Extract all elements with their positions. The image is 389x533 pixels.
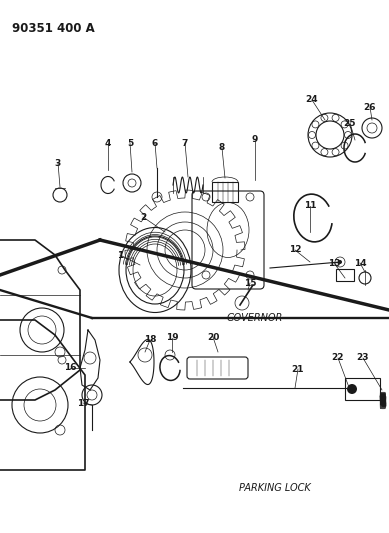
Text: 15: 15 bbox=[244, 279, 256, 287]
Text: 6: 6 bbox=[152, 139, 158, 148]
Text: 21: 21 bbox=[292, 365, 304, 374]
Bar bbox=[345, 378, 380, 400]
Text: GOVERNOR: GOVERNOR bbox=[227, 313, 283, 323]
Text: 25: 25 bbox=[344, 118, 356, 127]
Circle shape bbox=[338, 260, 342, 264]
Text: 4: 4 bbox=[105, 139, 111, 148]
Text: 90351 400 A: 90351 400 A bbox=[12, 22, 95, 35]
Text: 3: 3 bbox=[55, 158, 61, 167]
Text: 2: 2 bbox=[140, 213, 146, 222]
Text: 24: 24 bbox=[306, 95, 318, 104]
Circle shape bbox=[347, 384, 357, 394]
Text: 9: 9 bbox=[252, 135, 258, 144]
Text: 8: 8 bbox=[219, 143, 225, 152]
Bar bbox=[336, 269, 354, 281]
Text: 7: 7 bbox=[182, 139, 188, 148]
Text: 26: 26 bbox=[364, 102, 376, 111]
Bar bbox=[212, 182, 238, 202]
Text: 1: 1 bbox=[117, 251, 123, 260]
Text: PARKING LOCK: PARKING LOCK bbox=[239, 483, 311, 493]
Text: 13: 13 bbox=[328, 259, 340, 268]
Text: 14: 14 bbox=[354, 259, 366, 268]
Text: 16: 16 bbox=[64, 364, 76, 373]
Text: 20: 20 bbox=[207, 333, 219, 342]
Text: 18: 18 bbox=[144, 335, 156, 344]
Text: 5: 5 bbox=[127, 139, 133, 148]
Text: 19: 19 bbox=[166, 334, 178, 343]
Text: 12: 12 bbox=[289, 246, 301, 254]
Text: 17: 17 bbox=[77, 399, 89, 408]
Text: 11: 11 bbox=[304, 201, 316, 211]
Text: 22: 22 bbox=[332, 353, 344, 362]
Text: 23: 23 bbox=[357, 353, 369, 362]
